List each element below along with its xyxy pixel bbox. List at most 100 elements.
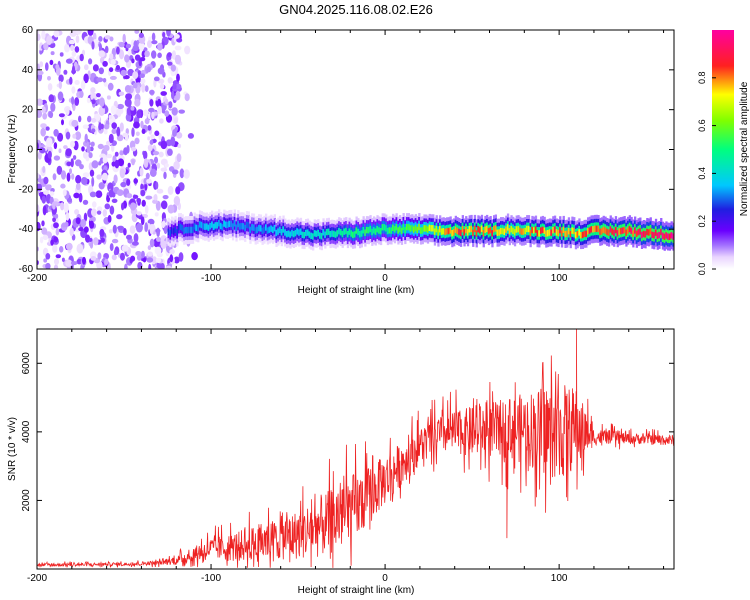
noise-cell <box>97 252 102 260</box>
ridge-cell <box>174 226 177 233</box>
ridge-cell <box>306 229 310 236</box>
ridge-cell <box>381 224 384 231</box>
noise-cell <box>50 102 56 113</box>
noise-cell <box>149 139 154 145</box>
noise-cell <box>140 78 146 84</box>
noise-cell <box>42 234 49 241</box>
y-tick-label: 0 <box>27 145 33 156</box>
noise-cell <box>37 98 43 106</box>
noise-cell <box>178 109 185 114</box>
ridge-cell <box>494 225 497 232</box>
noise-cell <box>83 226 89 233</box>
ridge-cell <box>456 227 459 235</box>
ridge-cell <box>472 229 475 237</box>
noise-cell <box>110 105 117 115</box>
noise-cell <box>127 162 131 168</box>
ridge-cell <box>611 228 614 235</box>
noise-cell <box>143 158 149 169</box>
ridge-cell <box>390 227 393 234</box>
ridge-cell <box>430 225 433 232</box>
ridge-cell <box>651 231 654 238</box>
noise-cell <box>131 58 135 64</box>
noise-cell <box>175 186 181 195</box>
colorbar-label: Normalized spectral amplitude <box>739 81 750 216</box>
noise-cell <box>144 85 149 92</box>
noise-cell <box>64 43 70 53</box>
noise-cell <box>90 87 96 94</box>
noise-cell <box>177 143 182 149</box>
spectrogram-signal-ridge <box>167 209 674 251</box>
ridge-cell <box>273 225 276 232</box>
noise-cell <box>110 59 116 66</box>
ridge-cell <box>581 231 585 239</box>
ridge-cell <box>345 227 348 235</box>
noise-cell <box>157 67 165 75</box>
ridge-cell <box>487 228 491 235</box>
noise-cell <box>162 195 169 200</box>
ridge-cell <box>379 228 383 235</box>
noise-cell <box>74 131 82 141</box>
noise-cell <box>109 243 114 252</box>
noise-cell <box>92 201 97 208</box>
ridge-cell <box>660 228 663 236</box>
noise-cell <box>174 117 178 124</box>
ridge-cell <box>195 224 198 231</box>
noise-cell <box>96 93 101 98</box>
ridge-cell <box>517 225 520 233</box>
noise-cell <box>52 173 57 181</box>
ridge-cell <box>496 229 499 236</box>
ridge-cell <box>435 225 438 233</box>
ridge-cell <box>285 231 289 238</box>
ridge-cell <box>360 230 363 237</box>
ridge-cell <box>600 228 604 235</box>
ridge-cell <box>376 226 379 233</box>
noise-cell <box>40 127 46 137</box>
noise-cell <box>57 91 64 101</box>
noise-cell <box>67 197 73 203</box>
ridge-cell <box>202 223 205 230</box>
noise-cell <box>72 155 77 160</box>
noise-cell <box>154 156 158 164</box>
noise-cell <box>172 83 177 90</box>
noise-cell <box>151 111 155 120</box>
noise-cell <box>147 40 152 49</box>
ridge-cell <box>406 223 409 231</box>
noise-cell <box>91 176 95 187</box>
noise-cell <box>120 252 125 261</box>
noise-cell <box>136 254 142 261</box>
noise-cell <box>133 178 138 184</box>
noise-cell <box>125 93 133 100</box>
noise-cell <box>171 169 179 175</box>
ridge-cell <box>454 226 457 233</box>
ridge-cell <box>634 227 637 234</box>
noise-cell <box>53 155 61 161</box>
noise-cell <box>75 35 80 44</box>
noise-cell <box>60 183 66 189</box>
ridge-cell <box>543 227 546 234</box>
noise-cell <box>39 49 43 55</box>
noise-cell <box>66 172 71 182</box>
ridge-cell <box>385 225 388 232</box>
ridge-cell <box>386 227 390 235</box>
ridge-cell <box>261 227 264 235</box>
noise-cell <box>173 95 179 101</box>
noise-cell <box>171 107 178 116</box>
noise-cell <box>43 258 48 263</box>
noise-cell <box>164 98 169 105</box>
noise-cell <box>183 169 190 179</box>
noise-cell <box>176 153 182 163</box>
noise-cell <box>114 159 120 169</box>
ridge-cell <box>566 230 569 237</box>
noise-cell <box>91 118 97 123</box>
noise-cell <box>41 30 46 40</box>
ridge-cell <box>228 220 231 228</box>
y-tick-label: 2000 <box>21 489 32 512</box>
ridge-cell <box>388 227 391 234</box>
ridge-cell <box>348 228 351 235</box>
ridge-cell <box>477 226 480 233</box>
ridge-cell <box>329 231 332 238</box>
noise-cell <box>70 261 78 266</box>
noise-cell <box>122 33 126 44</box>
noise-cell <box>125 43 132 49</box>
